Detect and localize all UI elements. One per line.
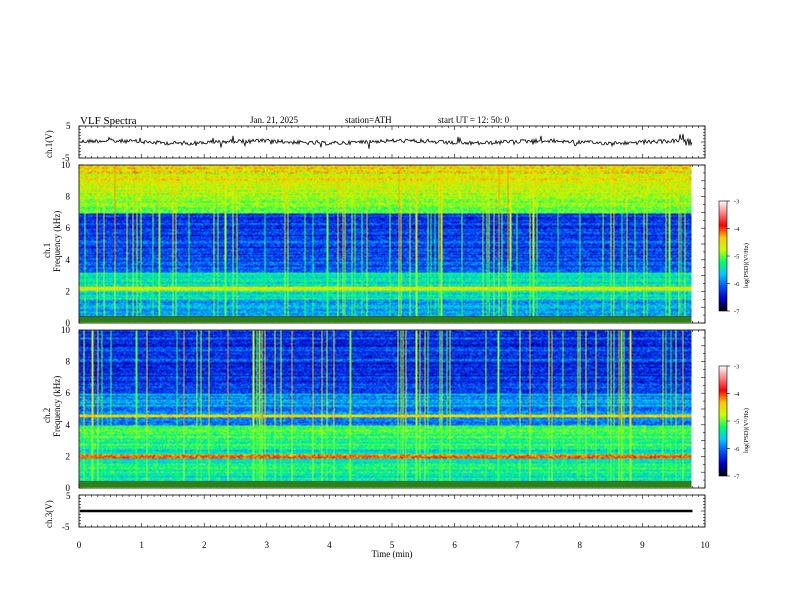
ch1-spec-ylabel: Frequency (kHz) <box>52 211 62 272</box>
y-tick-label: 4 <box>66 420 71 430</box>
y-tick-label: 10 <box>61 325 71 335</box>
ch2-spec-ylabel-top: ch.2 <box>42 408 52 423</box>
y-tick-label: 2 <box>66 286 71 296</box>
colorbar-tick-label: -3 <box>734 199 739 206</box>
x-tick-label: 0 <box>77 540 82 550</box>
colorbar-tick-label: -4 <box>734 226 740 233</box>
y-tick-label: 10 <box>61 160 71 170</box>
x-tick-label: 1 <box>139 540 144 550</box>
colorbar-tick-label: -5 <box>734 254 739 261</box>
figure-title: VLF Spectra <box>80 115 137 127</box>
x-tick-label: 3 <box>265 540 270 550</box>
ch2-spectrogram-image <box>79 330 692 488</box>
colorbar-tick-label: -7 <box>734 474 740 481</box>
station-label: station=ATH <box>345 115 392 125</box>
ch1-ytick-bottom: -5 <box>62 153 70 163</box>
ch1-ylabel: ch.1(V) <box>44 130 54 158</box>
ch1-waveform-panel: 5 -5 ch.1(V) <box>44 121 706 163</box>
x-tick-label: 4 <box>327 540 332 550</box>
x-tick-label: 9 <box>640 540 645 550</box>
ch2-spec-ylabel: Frequency (kHz) <box>52 376 62 437</box>
ch3-ytick-top: 5 <box>66 491 71 501</box>
ch1-ytick-top: 5 <box>66 121 71 131</box>
y-tick-label: 6 <box>66 388 71 398</box>
x-tick-label: 6 <box>452 540 457 550</box>
ch1-spectrogram-image <box>79 165 692 323</box>
y-tick-label: 6 <box>66 223 71 233</box>
colorbar-tick-label: -6 <box>734 281 740 288</box>
y-tick-label: 0 <box>66 318 71 328</box>
y-tick-label: 8 <box>66 357 71 367</box>
ch3-waveform-panel: 5 -5 ch.3(V) <box>44 491 706 532</box>
start-time-label: start UT = 12: 50: 0 <box>438 115 510 125</box>
date-label: Jan. 21, 2025 <box>250 115 298 125</box>
colorbar-tick-label: -3 <box>734 364 739 371</box>
x-tick-label: 7 <box>515 540 520 550</box>
x-tick-label: 5 <box>390 540 395 550</box>
colorbar-tick-label: -6 <box>734 446 740 453</box>
ch1-spec-ylabel-top: ch.1 <box>42 243 52 258</box>
x-tick-label: 2 <box>202 540 207 550</box>
x-axis-label: Time (min) <box>372 549 413 559</box>
y-tick-label: 2 <box>66 451 71 461</box>
ch1-colorbar-label: log(PSD)(V²/Hz) <box>743 243 750 288</box>
x-tick-label: 8 <box>578 540 583 550</box>
y-tick-label: 0 <box>66 483 71 493</box>
y-tick-label: 8 <box>66 192 71 202</box>
ch3-ytick-bottom: -5 <box>62 522 70 532</box>
ch3-ylabel: ch.3(V) <box>44 500 54 528</box>
ch1-waveform-trace <box>79 133 693 149</box>
colorbar-tick-label: -4 <box>734 391 740 398</box>
x-tick-label: 10 <box>701 540 711 550</box>
ch2-colorbar-label: log(PSD)(V²/Hz) <box>743 408 750 453</box>
colorbar-tick-label: -7 <box>734 309 740 316</box>
y-tick-label: 4 <box>66 255 71 265</box>
colorbar-tick-label: -5 <box>734 419 739 426</box>
